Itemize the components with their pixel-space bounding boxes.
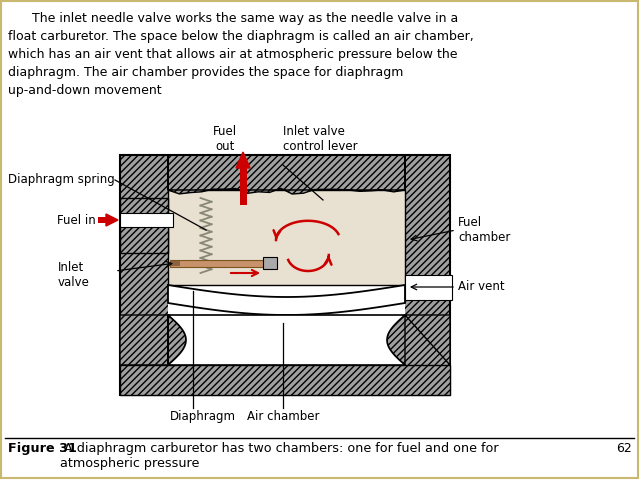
Bar: [239, 168, 246, 205]
Bar: [120, 213, 173, 227]
Text: Inlet
valve: Inlet valve: [58, 261, 90, 289]
Polygon shape: [168, 285, 405, 315]
Polygon shape: [168, 315, 405, 365]
Text: 62: 62: [616, 442, 632, 455]
Polygon shape: [120, 315, 186, 365]
Bar: [120, 155, 450, 395]
Bar: [405, 275, 452, 300]
Text: A diaphragm carburetor has two chambers: one for fuel and one for
atmospheric pr: A diaphragm carburetor has two chambers:…: [60, 442, 499, 470]
Bar: [120, 198, 168, 253]
Text: The inlet needle valve works the same way as the needle valve in a
float carbure: The inlet needle valve works the same wa…: [8, 12, 474, 97]
Polygon shape: [106, 214, 118, 226]
FancyBboxPatch shape: [170, 260, 268, 267]
Text: Air vent: Air vent: [458, 280, 504, 293]
Text: Fuel in: Fuel in: [57, 214, 96, 227]
Bar: [168, 190, 405, 365]
Text: Air chamber: Air chamber: [247, 410, 319, 423]
Text: Fuel
out: Fuel out: [213, 125, 237, 153]
Polygon shape: [387, 315, 450, 365]
Text: Diaphragm spring: Diaphragm spring: [8, 173, 115, 187]
Bar: [98, 217, 106, 223]
Bar: [168, 190, 405, 285]
Bar: [263, 257, 277, 269]
Text: Diaphragm: Diaphragm: [170, 410, 236, 423]
FancyBboxPatch shape: [170, 261, 180, 266]
Text: Inlet valve
control lever: Inlet valve control lever: [283, 125, 358, 153]
Polygon shape: [168, 155, 405, 194]
Text: Fuel
chamber: Fuel chamber: [458, 216, 510, 244]
Bar: [168, 315, 405, 365]
Text: Figure 31: Figure 31: [8, 442, 77, 455]
Bar: [120, 365, 450, 395]
Polygon shape: [236, 152, 250, 168]
